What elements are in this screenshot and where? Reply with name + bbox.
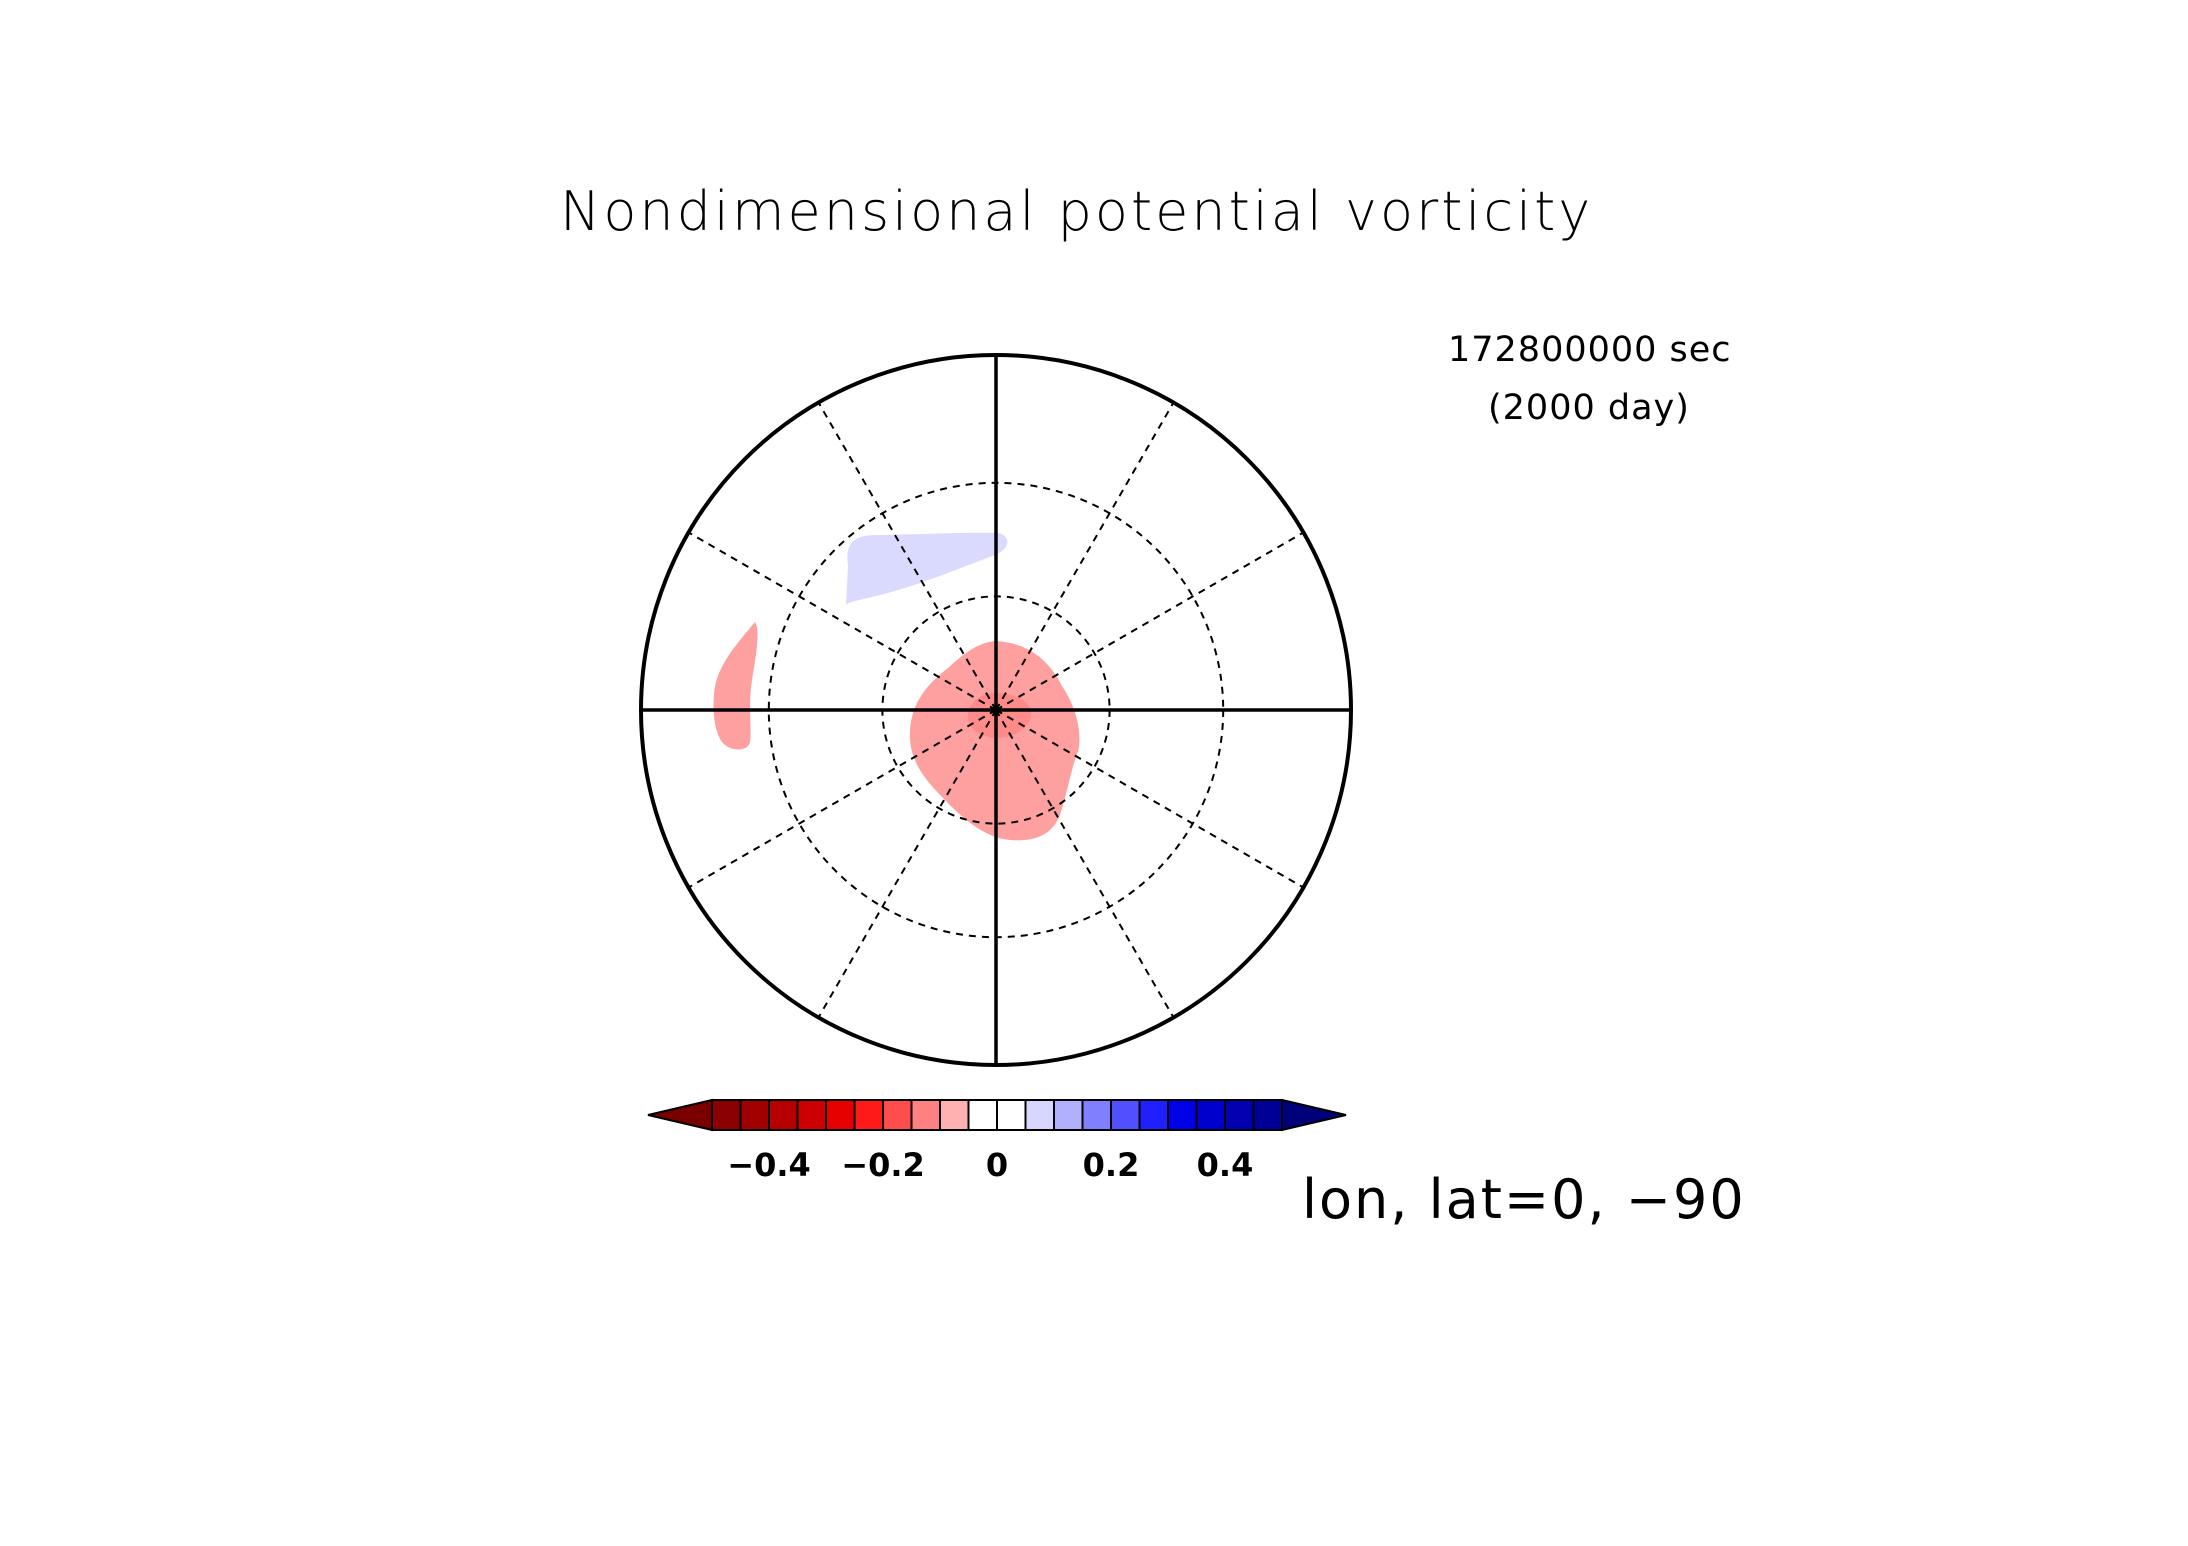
colorbar-box: [1024, 1099, 1055, 1131]
colorbar-box: [1110, 1099, 1141, 1131]
colorbar: [647, 1098, 1347, 1132]
meridian-line: [995, 531, 1304, 711]
colorbar-tick-label: 0.4: [1197, 1146, 1254, 1184]
colorbar-box: [967, 1099, 998, 1131]
meridian-line: [995, 709, 1175, 1018]
colorbar-box: [1195, 1099, 1226, 1131]
colorbar-extend-high: [1281, 1098, 1347, 1132]
meridian-line: [995, 402, 1175, 711]
colorbar-extend-low: [647, 1098, 713, 1132]
colorbar-box: [1167, 1099, 1198, 1131]
western-lobe-region: [713, 622, 758, 750]
colorbar-box: [996, 1099, 1027, 1131]
colorbar-box: [1252, 1099, 1283, 1131]
northern-weak-region: [846, 532, 1008, 605]
colorbar-box: [796, 1099, 827, 1131]
time-seconds-label: 172800000 sec: [1448, 330, 1732, 370]
time-days-label: (2000 day): [1488, 388, 1690, 428]
colorbar-box: [939, 1099, 970, 1131]
colorbar-box: [768, 1099, 799, 1131]
map-boundary-circle: [639, 353, 1353, 1067]
colorbar-tick-label: −0.4: [727, 1146, 811, 1184]
coordinate-label: lon, lat=0, −90: [1302, 1168, 1746, 1231]
colorbar-box: [910, 1099, 941, 1131]
colorbar-box: [1224, 1099, 1255, 1131]
colorbar-tick-label: −0.2: [841, 1146, 925, 1184]
colorbar-tick-labels: −0.4 −0.2 0 0.2 0.4: [727, 1146, 1253, 1184]
colorbar-box: [1081, 1099, 1112, 1131]
colorbar-box: [882, 1099, 913, 1131]
colorbar-tick-label: 0.2: [1083, 1146, 1140, 1184]
meridian-line: [817, 709, 997, 1018]
colorbar-box: [1138, 1099, 1169, 1131]
colorbar-box: [853, 1099, 884, 1131]
colorbar-box: [825, 1099, 856, 1131]
map-area: [641, 355, 1351, 1065]
chart-title: Nondimensional potential vorticity: [560, 180, 1594, 243]
colorbar-box: [711, 1099, 742, 1131]
colorbar-box: [1053, 1099, 1084, 1131]
colorbar-box: [739, 1099, 770, 1131]
colorbar-tick-label: 0: [986, 1146, 1008, 1184]
